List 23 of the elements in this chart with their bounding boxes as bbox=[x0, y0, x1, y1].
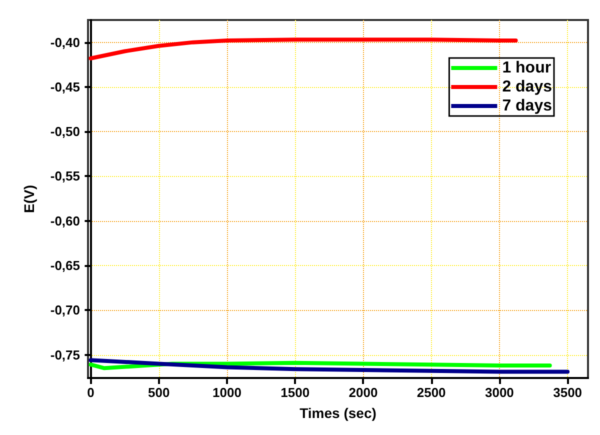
legend-label: 7 days bbox=[502, 98, 552, 114]
y-axis-title: E(V) bbox=[21, 185, 37, 213]
x-tick-label: 0 bbox=[87, 385, 94, 400]
y-tick-label: -0,65 bbox=[50, 258, 80, 274]
x-tick-label: 3000 bbox=[484, 385, 514, 400]
x-tick-label: 1000 bbox=[212, 385, 242, 400]
legend-label: 2 days bbox=[502, 78, 552, 96]
line-series bbox=[88, 38, 518, 60]
x-tick-label: 500 bbox=[148, 385, 170, 400]
x-tick-label: 2000 bbox=[348, 385, 378, 400]
x-axis-title: Times (sec) bbox=[300, 405, 376, 421]
y-tick-label: -0,75 bbox=[50, 347, 80, 362]
y-tick-label: -0,60 bbox=[50, 213, 80, 228]
line-series bbox=[88, 358, 570, 374]
x-tick-label: 2500 bbox=[416, 385, 446, 400]
legend-label: 1 hour bbox=[502, 60, 552, 76]
x-tick-label: 1500 bbox=[280, 385, 310, 400]
y-tick-label: -0,45 bbox=[50, 79, 80, 94]
y-tick-label: -0,55 bbox=[50, 168, 80, 184]
y-tick-label: -0,70 bbox=[50, 302, 80, 318]
y-tick-label: -0,40 bbox=[50, 34, 80, 50]
y-tick-label: -0,50 bbox=[50, 124, 80, 140]
x-tick-label: 3500 bbox=[553, 385, 582, 400]
